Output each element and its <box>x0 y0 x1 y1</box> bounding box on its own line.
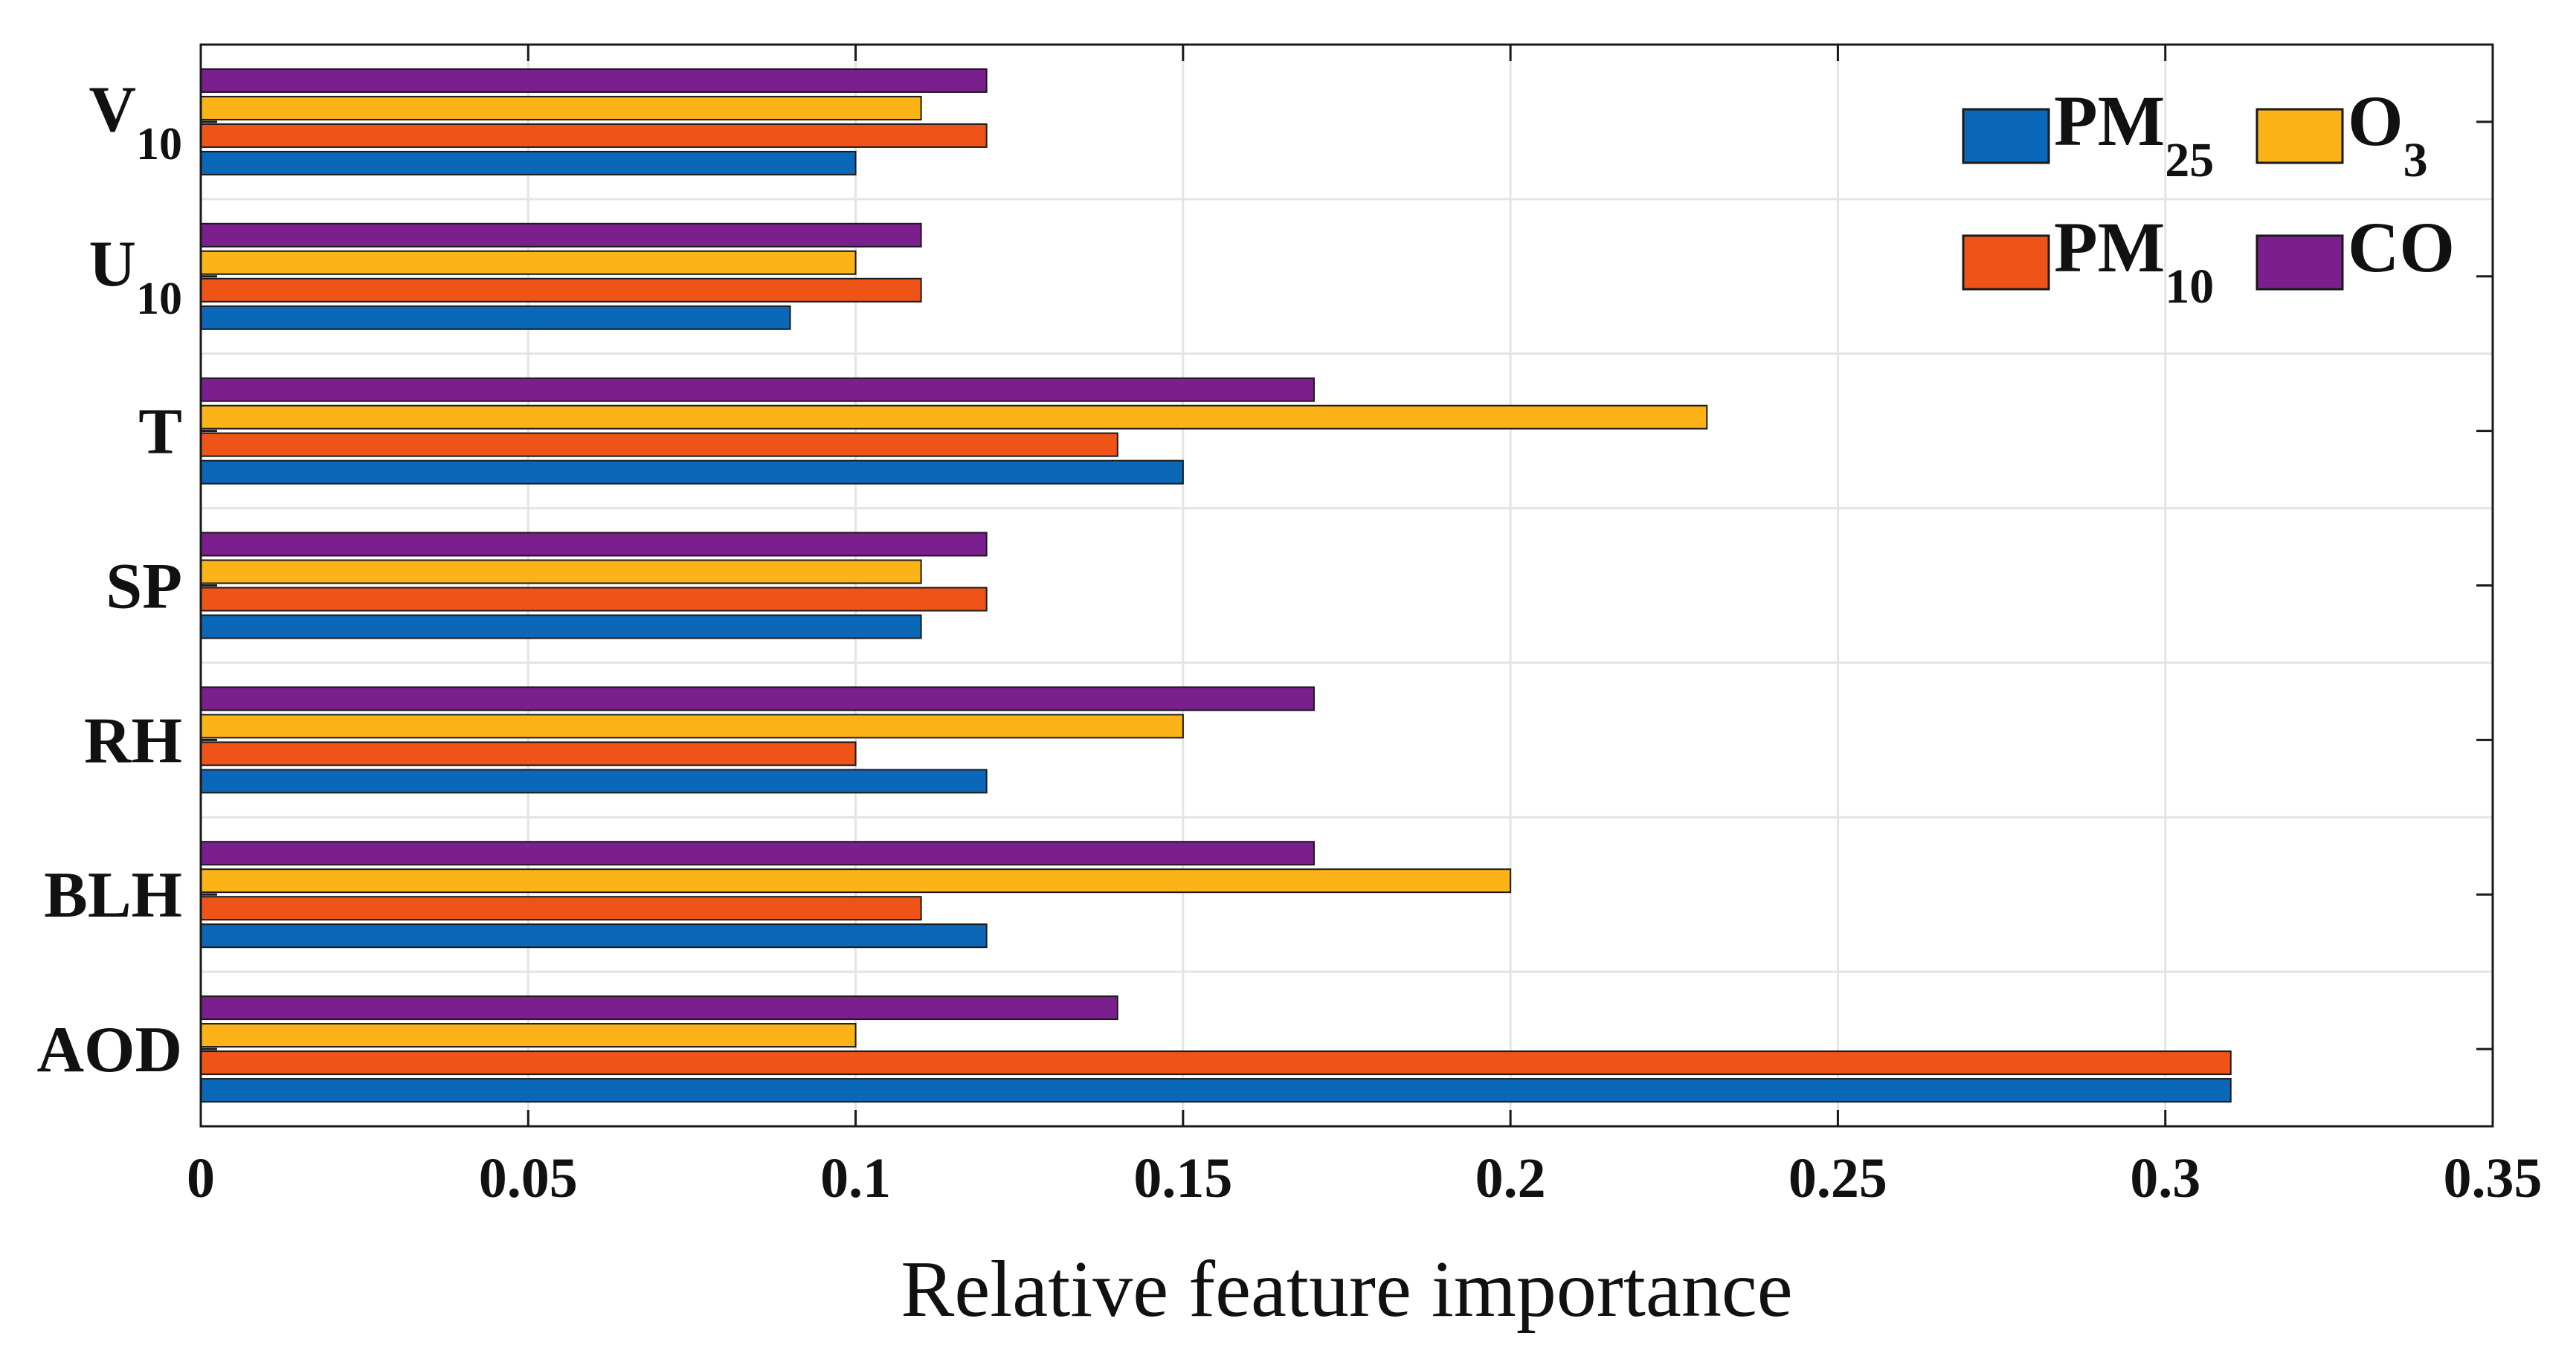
bar-co-aod <box>200 995 1118 1021</box>
bar-o3-sp <box>200 559 922 584</box>
x-tick-label: 0.25 <box>1788 1147 1887 1210</box>
x-tick-label: 0.1 <box>820 1147 891 1210</box>
x-tick-label: 0.2 <box>1475 1147 1546 1210</box>
bar-o3-t <box>200 404 1708 430</box>
bar-pm25-aod <box>200 1078 2232 1103</box>
legend-label-pm10: PM10 <box>2054 207 2214 314</box>
bar-co-t <box>200 377 1315 402</box>
bar-o3-blh <box>200 868 1512 894</box>
bar-co-sp <box>200 532 988 557</box>
bar-pm25-blh <box>200 923 988 949</box>
bar-pm25-v10 <box>200 150 857 175</box>
bar-co-rh <box>200 686 1315 711</box>
bar-pm10-aod <box>200 1050 2232 1076</box>
bar-pm25-t <box>200 459 1184 485</box>
bar-o3-rh <box>200 714 1184 739</box>
bar-co-blh <box>200 841 1315 866</box>
legend-label-o3: O3 <box>2348 81 2428 187</box>
legend-label-pm25: PM25 <box>2054 81 2214 187</box>
legend-swatch-pm25 <box>1962 108 2050 164</box>
bar-pm25-u10 <box>200 305 791 330</box>
y-category-label: AOD <box>36 1014 182 1086</box>
x-tick-label: 0.15 <box>1133 1147 1232 1210</box>
x-tick-label: 0.3 <box>2130 1147 2200 1210</box>
bar-co-v10 <box>200 68 988 93</box>
bar-co-u10 <box>200 222 922 248</box>
bar-o3-u10 <box>200 250 857 275</box>
bar-o3-aod <box>200 1023 857 1048</box>
bar-pm10-blh <box>200 896 922 921</box>
y-category-label: U10 <box>88 228 182 324</box>
x-tick-label: 0 <box>187 1147 215 1210</box>
y-category-label: T <box>138 396 182 468</box>
x-tick-label: 0.35 <box>2444 1147 2543 1210</box>
bar-pm25-rh <box>200 769 988 794</box>
bar-pm25-sp <box>200 614 922 639</box>
bar-o3-v10 <box>200 95 922 120</box>
legend-swatch-o3 <box>2255 108 2344 164</box>
bar-pm10-u10 <box>200 277 922 303</box>
bar-pm10-rh <box>200 741 857 766</box>
y-category-label: V10 <box>88 74 182 170</box>
x-tick-label: 0.05 <box>479 1147 578 1210</box>
y-category-label: BLH <box>44 859 182 932</box>
y-category-label: SP <box>106 551 182 623</box>
legend-swatch-co <box>2255 234 2344 291</box>
bar-pm10-sp <box>200 587 988 612</box>
legend-label-co: CO <box>2348 207 2455 287</box>
bar-pm10-t <box>200 432 1118 457</box>
x-axis-title: Relative feature importance <box>901 1245 1792 1334</box>
bar-pm10-v10 <box>200 123 988 148</box>
legend-swatch-pm10 <box>1962 234 2050 291</box>
y-category-label: RH <box>84 705 182 777</box>
